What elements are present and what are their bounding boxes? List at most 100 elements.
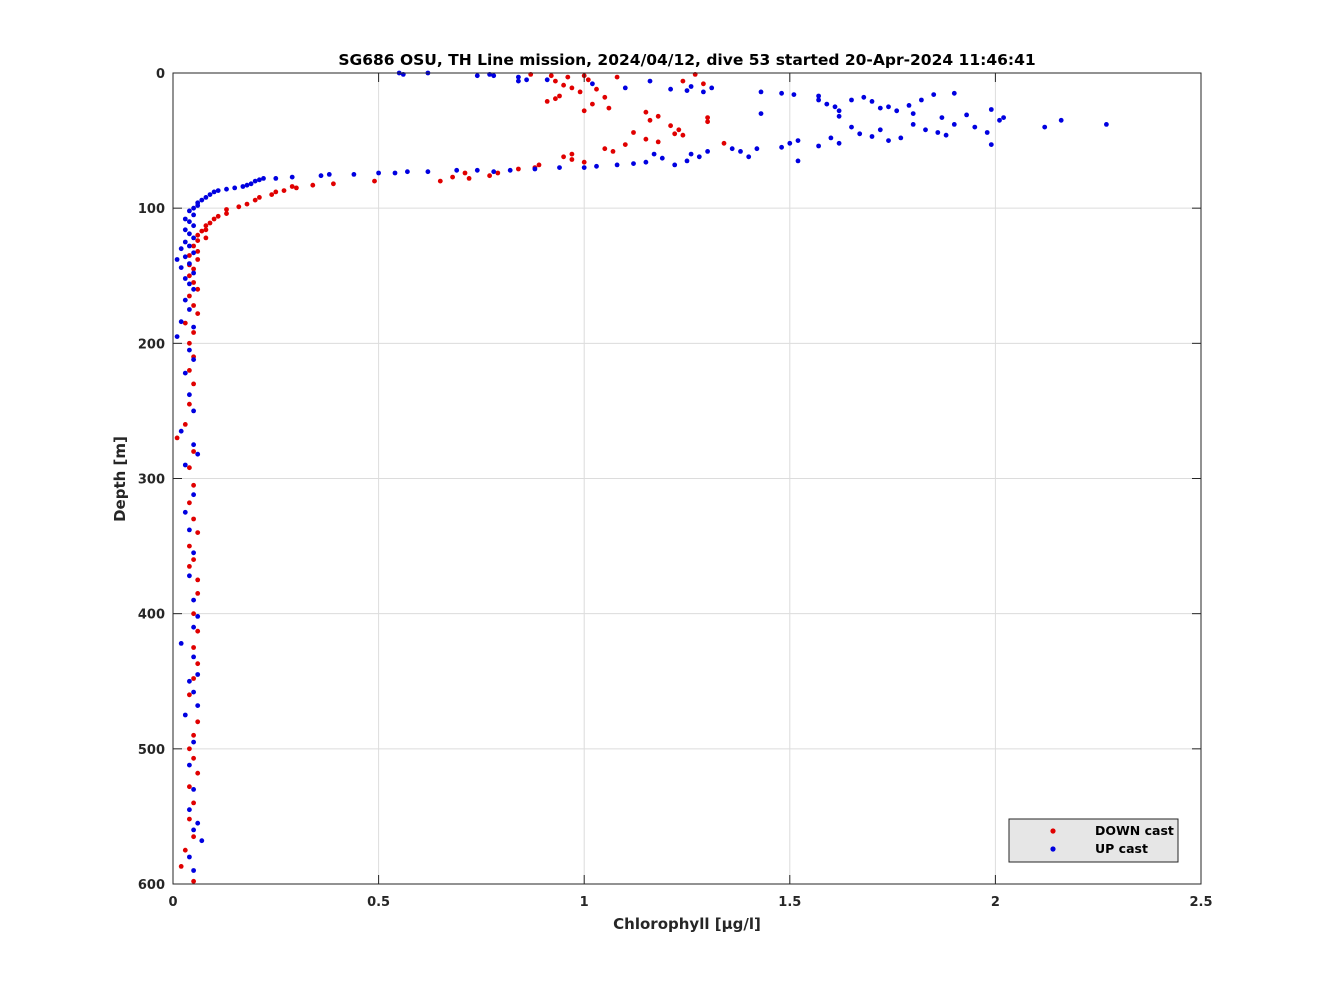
up-cast-point (758, 111, 764, 116)
x-ticks: 0 0.5 1 1.5 2 2.5 (168, 73, 1213, 910)
up-cast-point (178, 246, 184, 252)
down-cast-point (602, 94, 608, 100)
down-cast-point (191, 557, 197, 562)
down-cast-point (195, 719, 201, 725)
down-cast-point (450, 174, 455, 180)
down-cast-point (195, 286, 201, 292)
up-cast-point (187, 307, 192, 312)
down-cast-point (553, 78, 558, 84)
down-cast-point (569, 85, 575, 91)
up-cast-point (816, 93, 821, 99)
down-cast-point (516, 166, 521, 172)
up-cast-point (516, 78, 521, 84)
up-cast-point (187, 678, 192, 684)
down-cast-point (581, 108, 587, 114)
up-cast-point (474, 167, 480, 173)
down-cast-point (187, 692, 192, 698)
legend-label-down-cast: DOWN cast (1095, 823, 1174, 838)
legend-marker-up-cast (1050, 846, 1056, 852)
up-cast-point (224, 186, 229, 192)
up-cast-point (729, 146, 735, 152)
down-cast-point (191, 800, 197, 806)
y-tick-label: 200 (138, 337, 165, 352)
up-cast-point (191, 250, 197, 256)
down-cast-point (187, 816, 192, 822)
up-cast-point (684, 158, 690, 164)
down-cast-point (191, 381, 197, 387)
up-cast-point (754, 146, 760, 152)
down-cast-point (203, 235, 209, 241)
down-cast-point (187, 253, 192, 258)
up-cast-point (191, 654, 197, 660)
up-cast-point (684, 88, 690, 93)
down-cast-point (705, 119, 710, 125)
up-cast-point (195, 820, 201, 826)
up-cast-point (474, 73, 480, 79)
down-cast-point (191, 266, 197, 272)
down-cast-point (557, 93, 562, 99)
legend-marker-down-cast (1050, 828, 1056, 834)
down-cast-point (437, 178, 443, 184)
up-cast-point (182, 239, 188, 245)
up-cast-point (195, 614, 201, 619)
up-cast-point (688, 151, 694, 157)
down-cast-point (606, 105, 612, 111)
down-cast-point (602, 146, 608, 152)
up-cast-point (454, 167, 460, 173)
down-cast-point (195, 311, 201, 316)
up-cast-point (861, 94, 867, 100)
up-cast-point (195, 203, 201, 208)
up-cast-point (187, 807, 192, 813)
up-cast-point (191, 787, 197, 792)
up-cast-point (832, 104, 838, 110)
up-cast-point (696, 154, 702, 160)
up-cast-point (187, 573, 192, 579)
down-cast-point (269, 192, 275, 198)
up-cast-point (178, 319, 184, 325)
up-cast-point (631, 161, 636, 167)
down-cast-point (195, 249, 201, 254)
up-cast-point (622, 85, 628, 91)
down-cast-point (310, 182, 316, 188)
up-cast-point (951, 90, 957, 96)
down-cast-point (191, 303, 197, 308)
up-cast-point (849, 97, 854, 103)
up-cast-point (643, 159, 649, 165)
up-cast-point (195, 672, 201, 677)
up-cast-point (182, 216, 188, 222)
y-ticks: 0 100 200 300 400 500 600 (138, 67, 1201, 893)
down-cast-point (182, 847, 188, 853)
up-cast-point (248, 181, 254, 187)
down-cast-point (195, 591, 201, 596)
up-cast-point (787, 140, 793, 146)
down-cast-point (680, 132, 686, 138)
up-cast-point (187, 392, 192, 398)
up-cast-point (869, 99, 875, 104)
down-cast-point (187, 401, 192, 407)
down-cast-point (585, 77, 591, 83)
up-cast-point (215, 188, 221, 194)
up-cast-point (187, 762, 192, 768)
up-cast-point (257, 177, 262, 183)
legend-label-up-cast: UP cast (1095, 841, 1148, 856)
up-cast-point (877, 105, 883, 111)
y-tick-label: 0 (156, 67, 165, 82)
down-cast-point (544, 99, 550, 104)
down-cast-point (174, 435, 180, 441)
up-cast-point (191, 235, 197, 241)
up-cast-point (191, 550, 197, 556)
down-cast-point (195, 770, 201, 776)
down-cast-point (643, 109, 649, 115)
up-cast-point (668, 86, 673, 92)
up-cast-point (1104, 122, 1109, 127)
down-cast-point (191, 834, 197, 840)
up-cast-point (923, 127, 928, 133)
down-cast-point (614, 74, 620, 80)
up-cast-point (199, 197, 205, 203)
up-cast-point (816, 143, 821, 149)
up-cast-point (836, 108, 842, 114)
up-cast-point (211, 189, 217, 195)
up-cast-point (886, 138, 891, 144)
down-cast-point (195, 661, 201, 667)
down-cast-point (705, 115, 710, 120)
